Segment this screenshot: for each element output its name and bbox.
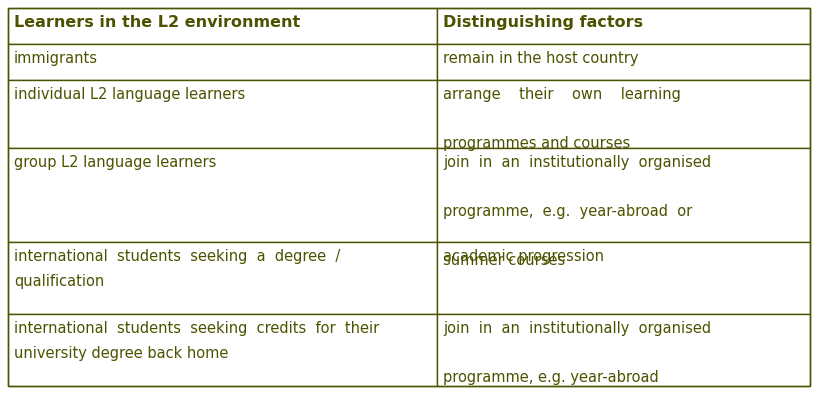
Text: international  students  seeking  a  degree  /
qualification: international students seeking a degree … xyxy=(14,249,340,288)
Text: join  in  an  institutionally  organised

programme,  e.g.  year-abroad  or

sum: join in an institutionally organised pro… xyxy=(443,154,711,268)
Text: academic progression: academic progression xyxy=(443,249,604,264)
Text: Learners in the L2 environment: Learners in the L2 environment xyxy=(14,15,300,30)
Bar xyxy=(437,8,810,44)
Text: immigrants: immigrants xyxy=(14,51,98,66)
Bar xyxy=(437,80,810,147)
Bar xyxy=(437,44,810,80)
Bar xyxy=(437,314,810,386)
Bar xyxy=(8,44,437,80)
Text: arrange    their    own    learning

programmes and courses: arrange their own learning programmes an… xyxy=(443,87,681,151)
Text: international  students  seeking  credits  for  their
university degree back hom: international students seeking credits f… xyxy=(14,321,380,361)
Text: individual L2 language learners: individual L2 language learners xyxy=(14,87,245,102)
Bar xyxy=(8,8,437,44)
Bar xyxy=(8,242,437,314)
Bar xyxy=(8,80,437,147)
Text: remain in the host country: remain in the host country xyxy=(443,51,639,66)
Bar xyxy=(8,147,437,242)
Text: Distinguishing factors: Distinguishing factors xyxy=(443,15,643,30)
Bar xyxy=(437,242,810,314)
Text: join  in  an  institutionally  organised

programme, e.g. year-abroad: join in an institutionally organised pro… xyxy=(443,321,711,385)
Bar xyxy=(8,314,437,386)
Text: group L2 language learners: group L2 language learners xyxy=(14,154,217,169)
Bar xyxy=(437,147,810,242)
